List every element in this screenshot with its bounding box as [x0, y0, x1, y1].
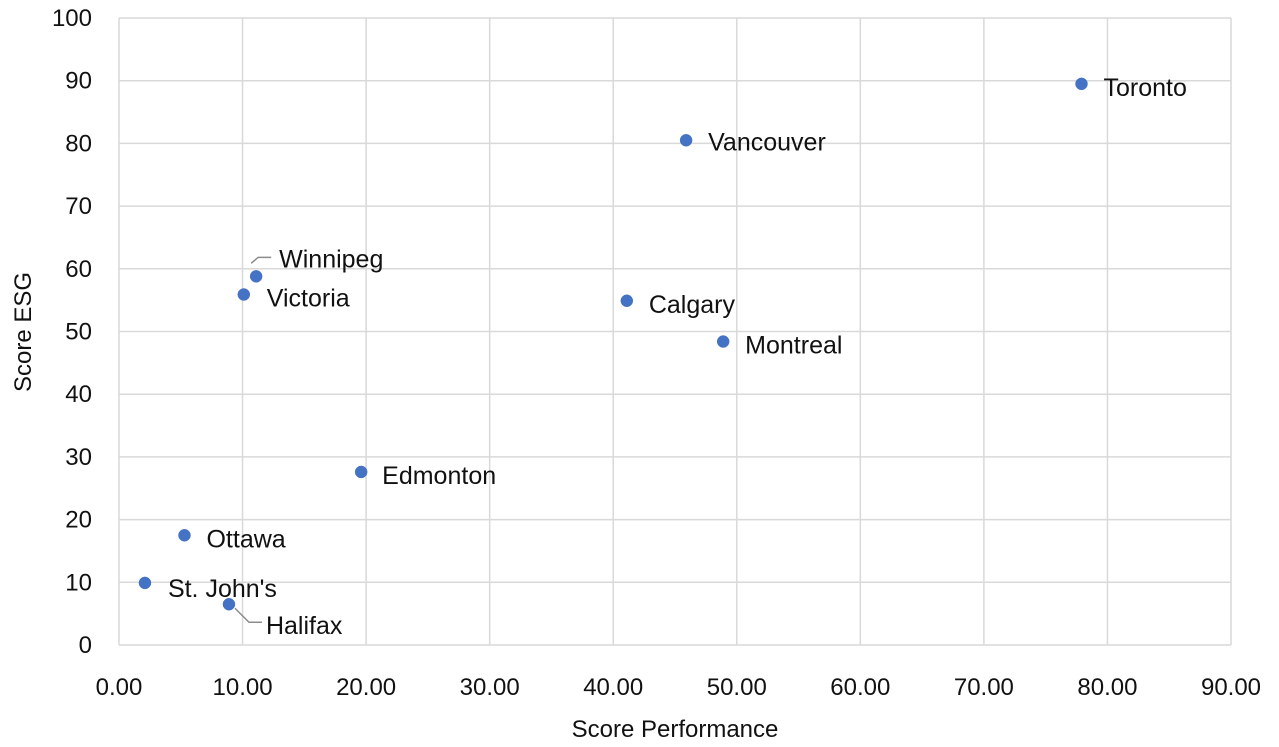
y-tick-label: 70 [65, 193, 92, 220]
y-tick-label: 0 [79, 632, 92, 659]
x-tick-label: 20.00 [336, 674, 396, 701]
leader-line [234, 607, 262, 623]
x-tick-label: 80.00 [1077, 674, 1137, 701]
data-point [716, 335, 730, 348]
x-tick-label: 60.00 [830, 674, 890, 701]
y-tick-label: 40 [65, 381, 92, 408]
x-tick-label: 30.00 [460, 674, 520, 701]
data-point [679, 134, 693, 147]
data-point-layer [138, 77, 1088, 611]
grid-layer [118, 17, 1232, 646]
data-label: St. John's [168, 575, 277, 603]
data-point [222, 597, 236, 611]
data-label: Ottawa [206, 525, 285, 553]
x-tick-label: 40.00 [583, 674, 643, 701]
data-label: Montreal [745, 332, 842, 360]
y-axis-title: Score ESG [10, 272, 37, 392]
data-point [249, 270, 263, 283]
y-tick-label: 20 [65, 507, 92, 534]
data-label: Victoria [267, 285, 350, 313]
data-point [1075, 77, 1088, 91]
data-point [354, 465, 368, 479]
x-tick-label: 0.00 [96, 674, 143, 701]
y-tick-label: 30 [65, 444, 92, 471]
data-label: Calgary [649, 291, 736, 319]
data-point [237, 288, 251, 301]
y-tick-label: 100 [52, 5, 92, 32]
data-point [620, 294, 634, 308]
data-label: Vancouver [708, 128, 826, 156]
data-label: Toronto [1103, 74, 1186, 102]
leader-line [250, 256, 272, 264]
x-tick-label: 90.00 [1201, 674, 1261, 701]
x-axis-title: Score Performance [572, 716, 779, 743]
data-label: Edmonton [382, 462, 496, 490]
y-tick-label: 60 [65, 256, 92, 283]
x-tick-label: 50.00 [707, 674, 767, 701]
x-tick-label: 70.00 [954, 674, 1014, 701]
data-label: Halifax [266, 612, 343, 640]
data-point [178, 529, 191, 542]
y-tick-label: 50 [65, 319, 92, 346]
y-tick-label: 80 [65, 130, 92, 157]
tick-label-layer: 0 10 20 30 40 50 60 70 80 90 100 0.00 10.00 20.00 30.0… [52, 5, 1261, 701]
data-point [138, 576, 152, 590]
y-tick-label: 10 [65, 569, 92, 596]
x-tick-label: 10.00 [213, 674, 273, 701]
y-tick-label: 90 [65, 68, 92, 95]
data-label: Winnipeg [279, 245, 383, 273]
data-label-layer: Toronto Vancouver Winnipeg Victoria Calgary M… [168, 74, 1187, 640]
